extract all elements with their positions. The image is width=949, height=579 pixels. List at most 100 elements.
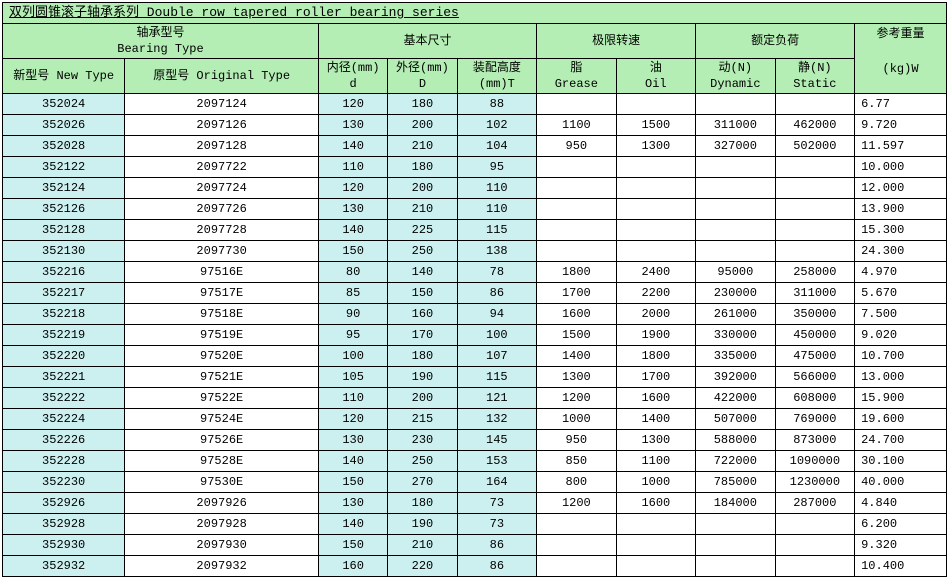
cell-D: 210 <box>388 136 457 157</box>
cell-T: 115 <box>457 220 537 241</box>
cell-grease: 1400 <box>537 346 617 367</box>
cell-new_type: 352216 <box>3 262 125 283</box>
cell-grease: 850 <box>537 451 617 472</box>
cell-new_type: 352932 <box>3 556 125 577</box>
cell-new_type: 352122 <box>3 157 125 178</box>
cell-weight: 9.320 <box>855 535 947 556</box>
cell-new_type: 352926 <box>3 493 125 514</box>
cell-weight: 13.000 <box>855 367 947 388</box>
cell-T: 132 <box>457 409 537 430</box>
cell-oil: 1300 <box>616 136 696 157</box>
hdr-rated-load: 额定负荷 <box>696 24 855 59</box>
cell-orig_type: 97526E <box>125 430 319 451</box>
cell-d: 140 <box>318 136 387 157</box>
cell-dynamic <box>696 94 776 115</box>
cell-weight: 15.300 <box>855 220 947 241</box>
cell-weight: 6.200 <box>855 514 947 535</box>
cell-T: 115 <box>457 367 537 388</box>
cell-new_type: 352930 <box>3 535 125 556</box>
hdr-bearing-type: 轴承型号 Bearing Type <box>3 24 319 59</box>
cell-dynamic: 311000 <box>696 115 776 136</box>
cell-d: 80 <box>318 262 387 283</box>
cell-dynamic: 95000 <box>696 262 776 283</box>
cell-new_type: 352128 <box>3 220 125 241</box>
cell-new_type: 352224 <box>3 409 125 430</box>
table-row: 35212220977221101809510.000 <box>3 157 947 178</box>
table-row: 352126209772613021011013.900 <box>3 199 947 220</box>
cell-new_type: 352928 <box>3 514 125 535</box>
cell-d: 130 <box>318 430 387 451</box>
cell-dynamic <box>696 178 776 199</box>
cell-orig_type: 2097932 <box>125 556 319 577</box>
cell-grease: 800 <box>537 472 617 493</box>
table-row: 35222697526E1302301459501300588000873000… <box>3 430 947 451</box>
cell-static <box>775 199 855 220</box>
cell-d: 130 <box>318 199 387 220</box>
cell-dynamic <box>696 514 776 535</box>
cell-T: 102 <box>457 115 537 136</box>
cell-new_type: 352124 <box>3 178 125 199</box>
table-body: 3520242097124120180886.77352026209712613… <box>3 94 947 577</box>
cell-static <box>775 556 855 577</box>
cell-d: 90 <box>318 304 387 325</box>
cell-static: 350000 <box>775 304 855 325</box>
cell-weight: 30.100 <box>855 451 947 472</box>
cell-oil: 1700 <box>616 367 696 388</box>
cell-grease <box>537 220 617 241</box>
cell-dynamic: 392000 <box>696 367 776 388</box>
cell-d: 130 <box>318 115 387 136</box>
cell-weight: 24.300 <box>855 241 947 262</box>
cell-d: 100 <box>318 346 387 367</box>
cell-oil <box>616 199 696 220</box>
hdr-basic-dim: 基本尺寸 <box>318 24 536 59</box>
cell-d: 140 <box>318 451 387 472</box>
cell-orig_type: 97519E <box>125 325 319 346</box>
cell-d: 130 <box>318 493 387 514</box>
table-row: 3520262097126130200102110015003110004620… <box>3 115 947 136</box>
cell-oil <box>616 157 696 178</box>
cell-oil: 1900 <box>616 325 696 346</box>
cell-weight: 9.020 <box>855 325 947 346</box>
cell-dynamic: 785000 <box>696 472 776 493</box>
cell-orig_type: 2097730 <box>125 241 319 262</box>
cell-D: 180 <box>388 157 457 178</box>
cell-new_type: 352130 <box>3 241 125 262</box>
cell-oil <box>616 556 696 577</box>
cell-T: 121 <box>457 388 537 409</box>
cell-static: 311000 <box>775 283 855 304</box>
table-title: 双列圆锥滚子轴承系列 Double row tapered roller bea… <box>3 3 947 24</box>
table-row: 35221697516E801407818002400950002580004.… <box>3 262 947 283</box>
cell-new_type: 352230 <box>3 472 125 493</box>
cell-T: 100 <box>457 325 537 346</box>
cell-dynamic <box>696 157 776 178</box>
cell-new_type: 352217 <box>3 283 125 304</box>
cell-grease <box>537 178 617 199</box>
cell-grease <box>537 556 617 577</box>
cell-new_type: 352220 <box>3 346 125 367</box>
cell-D: 250 <box>388 451 457 472</box>
cell-T: 164 <box>457 472 537 493</box>
cell-d: 95 <box>318 325 387 346</box>
cell-grease: 950 <box>537 136 617 157</box>
cell-weight: 13.900 <box>855 199 947 220</box>
table-row: 35222097520E1001801071400180033500047500… <box>3 346 947 367</box>
table-row: 3529262097926130180731200160018400028700… <box>3 493 947 514</box>
hdr-new-type: 新型号 New Type <box>3 59 125 94</box>
cell-D: 210 <box>388 535 457 556</box>
cell-dynamic: 327000 <box>696 136 776 157</box>
cell-dynamic: 335000 <box>696 346 776 367</box>
cell-grease: 1300 <box>537 367 617 388</box>
cell-weight: 7.500 <box>855 304 947 325</box>
cell-static: 258000 <box>775 262 855 283</box>
cell-grease: 1000 <box>537 409 617 430</box>
cell-orig_type: 97524E <box>125 409 319 430</box>
cell-oil: 2000 <box>616 304 696 325</box>
cell-new_type: 352024 <box>3 94 125 115</box>
cell-weight: 4.840 <box>855 493 947 514</box>
cell-T: 94 <box>457 304 537 325</box>
cell-orig_type: 2097930 <box>125 535 319 556</box>
cell-T: 104 <box>457 136 537 157</box>
hdr-oil: 油 Oil <box>616 59 696 94</box>
cell-d: 140 <box>318 220 387 241</box>
cell-T: 138 <box>457 241 537 262</box>
